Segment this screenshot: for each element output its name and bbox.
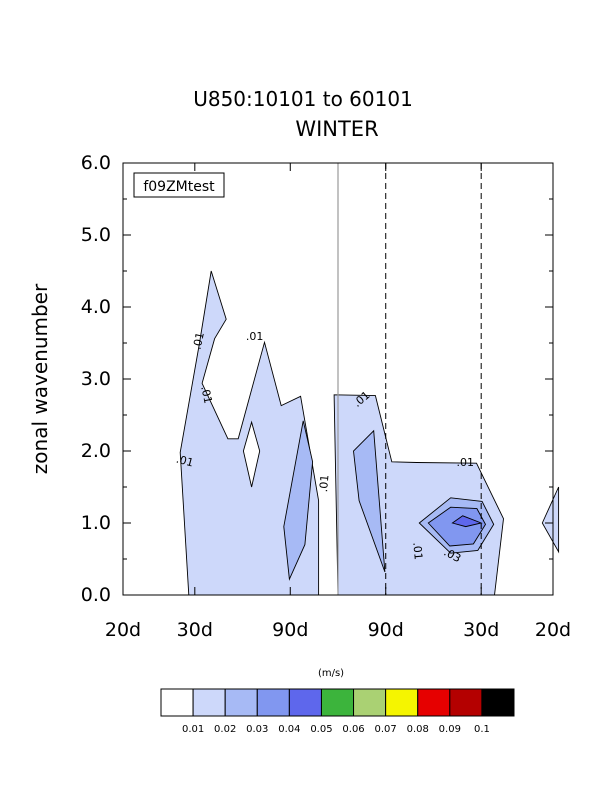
contour-label-6: .01 xyxy=(457,456,475,469)
colorbar-swatch-2 xyxy=(224,688,258,717)
contour-region-4 xyxy=(353,429,386,573)
reference-lines xyxy=(337,163,482,595)
colorbar: 0.01 0.02 0.03 0.04 0.05 0.06 0.07 0.08 0.09 0.1 xyxy=(160,688,515,735)
colorbar-swatch-0 xyxy=(160,688,194,717)
case-label-box: f09ZMtest xyxy=(133,172,225,198)
contour-region-2 xyxy=(541,486,560,554)
colorbar-swatch-10 xyxy=(481,688,515,717)
colorbar-label-3: 0.04 xyxy=(278,724,300,735)
x-axis: 20d 30d 90d 90d 30d 20d xyxy=(105,163,571,641)
y-tick-label-5: 5.0 xyxy=(81,224,111,246)
x-tick-label-0: 20d xyxy=(105,619,141,641)
y-tick-label-3: 3.0 xyxy=(81,368,111,390)
colorbar-label-9: 0.1 xyxy=(474,724,490,735)
contour-label-7: .01 xyxy=(410,542,424,561)
y-axis-label: zonal wavenumber xyxy=(28,283,52,474)
colorbar-swatch-1 xyxy=(192,688,226,717)
y-tick-label-6: 6.0 xyxy=(81,152,111,174)
colorbar-label-0: 0.01 xyxy=(182,724,204,735)
colorbar-swatch-3 xyxy=(256,688,290,717)
colorbar-swatch-6 xyxy=(353,688,387,717)
case-label: f09ZMtest xyxy=(143,179,215,195)
contour-region-8 xyxy=(242,420,261,488)
y-tick-label-0: 0.0 xyxy=(81,584,111,606)
x-tick-label-5: 20d xyxy=(535,619,571,641)
chart-title: U850:10101 to 60101 xyxy=(193,87,413,111)
colorbar-label-6: 0.07 xyxy=(375,724,397,735)
x-tick-label-2: 90d xyxy=(272,619,308,641)
contour-region-6 xyxy=(427,506,487,547)
contour-regions xyxy=(179,270,560,596)
x-tick-label-3: 90d xyxy=(368,619,404,641)
colorbar-label-2: 0.03 xyxy=(246,724,268,735)
y-tick-label-4: 4.0 xyxy=(81,296,111,318)
contour-labels: .01.01.01.01.01.01.01.01.03 xyxy=(175,330,474,565)
colorbar-units: (m/s) xyxy=(318,668,344,679)
colorbar-label-7: 0.08 xyxy=(407,724,429,735)
colorbar-label-5: 0.06 xyxy=(342,724,364,735)
contour-label-0: .01 xyxy=(191,331,207,351)
y-tick-label-2: 2.0 xyxy=(81,440,111,462)
colorbar-swatch-8 xyxy=(417,688,451,717)
colorbar-swatch-5 xyxy=(320,688,355,717)
colorbar-swatch-4 xyxy=(288,688,322,717)
y-tick-label-1: 1.0 xyxy=(81,512,111,534)
y-axis: 0.0 1.0 2.0 3.0 4.0 5.0 6.0 xyxy=(81,152,553,606)
contour-label-1: .01 xyxy=(198,385,214,405)
chart-subtitle: WINTER xyxy=(295,117,378,141)
contour-label-3: .01 xyxy=(246,330,264,343)
contour-label-2: .01 xyxy=(175,453,195,470)
x-tick-label-1: 30d xyxy=(177,619,213,641)
contour-label-4: .01 xyxy=(317,474,331,493)
colorbar-label-8: 0.09 xyxy=(439,724,461,735)
colorbar-label-4: 0.05 xyxy=(310,724,332,735)
colorbar-swatch-9 xyxy=(449,688,483,717)
x-tick-label-4: 30d xyxy=(463,619,499,641)
contour-region-3 xyxy=(283,420,314,581)
colorbar-swatch-7 xyxy=(385,688,419,717)
colorbar-label-1: 0.02 xyxy=(214,724,236,735)
